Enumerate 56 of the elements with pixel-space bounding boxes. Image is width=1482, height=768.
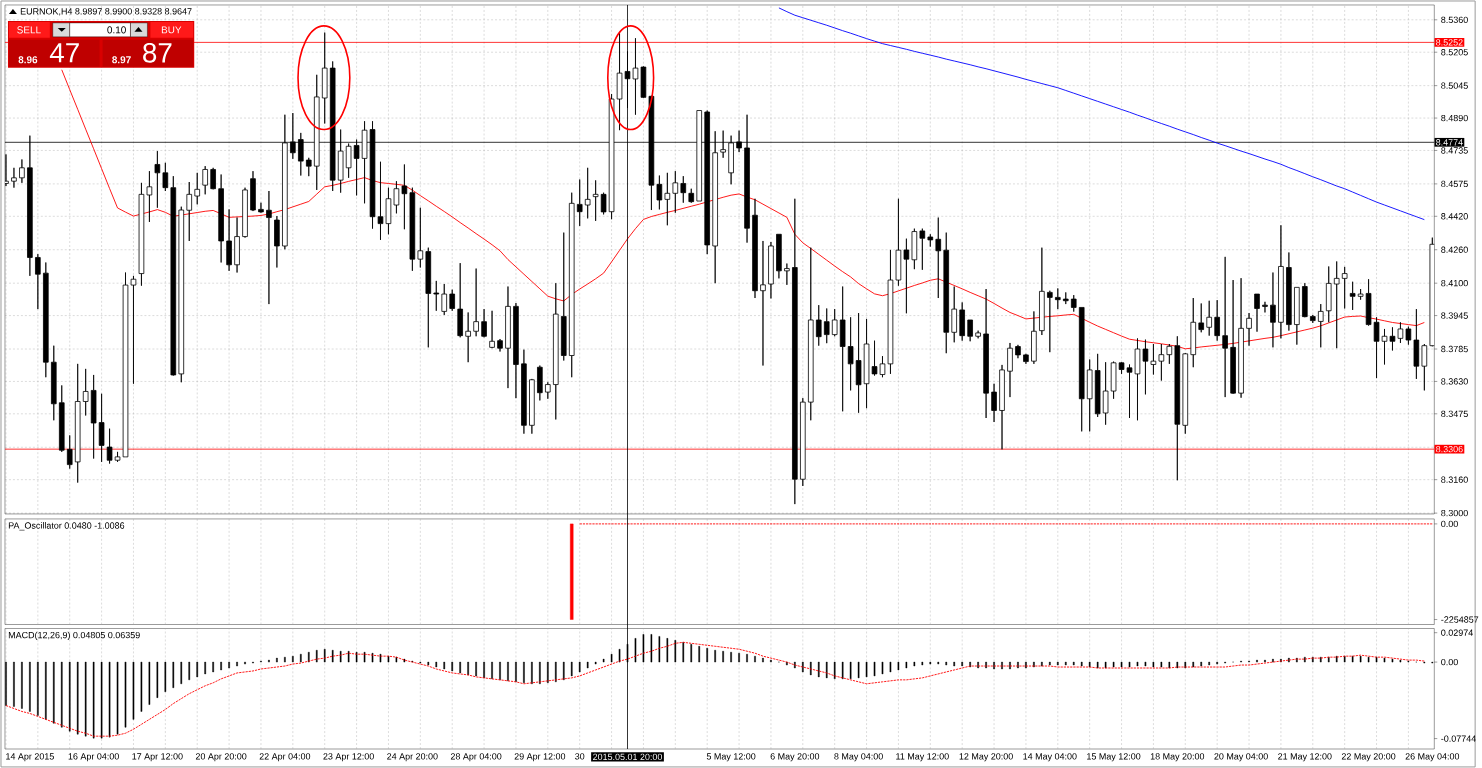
x-tick-label: 20 Apr 20:00 [195,753,247,762]
x-tick-label: 2015.05.01 20:00 [593,753,663,761]
y-tick-label: 8.4420 [1441,213,1468,220]
chart-title: PA_Oscillator 0.0480 -1.0086 [8,522,125,531]
chart-title: MACD(12,26,9) 0.04805 0.06359 [8,631,140,641]
y-tick-label: 0.02974 [1441,629,1473,636]
y-tick-label: 8.4735 [1441,147,1468,154]
x-tick-label: 12 May 20:00 [959,753,1013,762]
x-tick-label: 28 Apr 04:00 [450,753,502,762]
x-tick-label: 5 May 12:00 [706,753,756,762]
annotation: BUY [161,26,182,34]
x-tick-label: 11 May 12:00 [896,753,949,762]
ref-line-label: 8.5252 [1436,39,1463,46]
x-tick-label: 22 Apr 04:00 [259,753,311,762]
chart-title: EURNOK,H4 8.9897 8.9900 8.9328 8.9647 [20,8,192,16]
y-tick-label: 8.4100 [1441,280,1468,287]
annotation: 87 [143,42,172,63]
x-tick-label: 15 May 12:00 [1087,753,1141,762]
y-tick-label: 8.3000 [1441,509,1468,517]
x-tick-label: 8 May 04:00 [834,753,883,762]
y-tick-label: 8.3160 [1441,476,1468,483]
x-tick-label: 14 Apr 2015 [6,753,54,762]
y-tick-label: 8.3630 [1441,378,1468,385]
annotation: 0.10 [107,26,126,34]
y-tick-label: 0.00 [1441,520,1458,528]
y-tick-label: -2254857 [1441,616,1479,623]
x-tick-label: 22 May 20:00 [1341,753,1396,762]
y-tick-label: 8.4575 [1441,180,1468,188]
y-tick-label: 8.5045 [1441,82,1468,89]
x-tick-label: 29 Apr 12:00 [514,753,566,762]
x-tick-label: 17 Apr 12:00 [132,753,183,762]
x-tick-label: 30 [575,753,585,760]
ref-line-label: 8.4774 [1436,139,1463,146]
x-tick-label: 24 Apr 20:00 [387,753,438,762]
y-tick-label: 8.3475 [1441,410,1468,418]
y-tick-label: 8.3945 [1441,312,1468,319]
x-tick-label: 21 May 12:00 [1278,753,1332,762]
y-tick-label: 8.4260 [1441,246,1468,253]
x-tick-label: 23 Apr 12:00 [323,753,374,762]
y-tick-label: 8.4890 [1441,114,1468,122]
y-tick-label: -0.07744 [1441,735,1476,742]
ref-line-label: 8.3306 [1436,446,1463,453]
annotation: 8.97 [112,56,131,64]
y-tick-label: 8.5205 [1441,49,1468,56]
annotation: 8.96 [18,56,38,64]
x-tick-label: 26 May 04:00 [1405,753,1460,762]
x-tick-label: 6 May 20:00 [770,753,820,762]
y-tick-label: 8.5360 [1441,16,1468,24]
x-tick-label: 14 May 04:00 [1023,753,1077,762]
annotation: SELL [17,26,41,34]
x-tick-label: 18 May 20:00 [1150,753,1205,762]
x-tick-label: 20 May 04:00 [1214,753,1268,762]
y-tick-label: 0.00 [1441,658,1458,666]
annotation: 47 [49,43,79,63]
x-tick-label: 16 Apr 04:00 [68,753,119,762]
y-tick-label: 8.3785 [1441,345,1468,353]
